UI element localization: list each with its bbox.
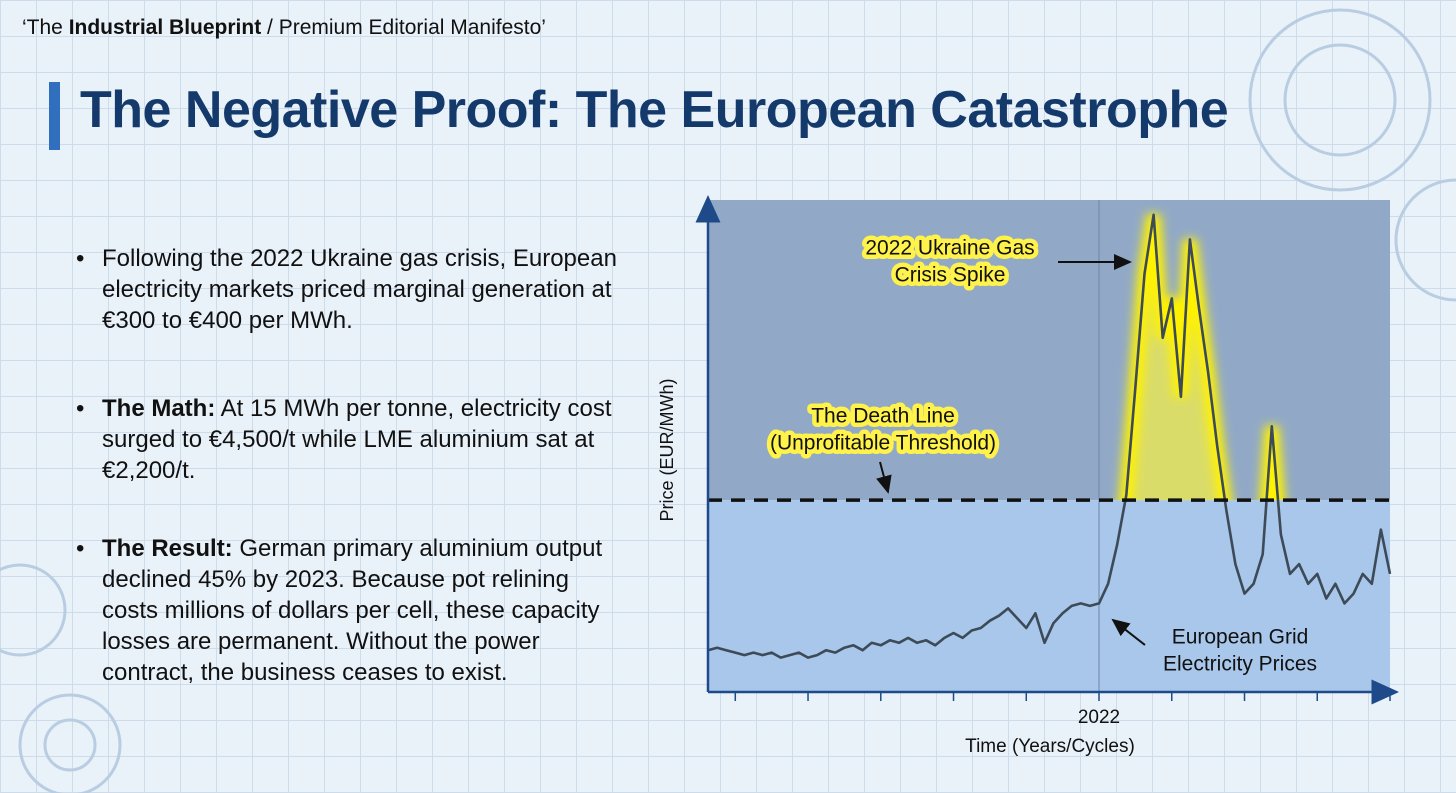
x-axis-label: Time (Years/Cycles) (965, 736, 1135, 757)
title: The Negative Proof: The European Catastr… (80, 81, 1229, 139)
annotation: 2022 Ukraine Gas (865, 237, 1034, 260)
header-bold: Industrial Blueprint (68, 16, 262, 39)
bullet-lead: The Result: (102, 535, 233, 562)
bullet-text: At 15 MWh per tonne, electricity cost su… (102, 395, 612, 484)
y-axis-label: Price (EUR/MWh) (657, 379, 677, 522)
annotation: Electricity Prices (1163, 653, 1317, 676)
plot-lower (708, 500, 1390, 692)
bullet-text: German primary aluminium output declined… (102, 535, 603, 686)
price-line (707, 213, 1392, 659)
header-text: ‘The (22, 16, 69, 39)
bullet-lead: The Math: (102, 395, 216, 422)
plot-upper (708, 200, 1390, 501)
header: ‘The Industrial Blueprint / Premium Edit… (22, 16, 546, 40)
bullet: The Result: German primary aluminium out… (76, 533, 622, 688)
annotation: Crisis Spike (895, 264, 1006, 287)
header-text: / Premium Editorial Manifesto’ (261, 16, 546, 39)
annotation: European Grid (1172, 626, 1309, 649)
annotation-arrow (876, 461, 892, 494)
annotation-arrow (1111, 618, 1146, 646)
annotation: The Death Line (811, 405, 955, 428)
bullet: Following the 2022 Ukraine gas crisis, E… (76, 243, 622, 336)
bullet-text: Following the 2022 Ukraine gas crisis, E… (102, 245, 617, 334)
title-accent (49, 82, 60, 150)
bullet: The Math: At 15 MWh per tonne, electrici… (76, 393, 622, 486)
gear-decoration (0, 8, 1456, 793)
annotation: (Unprofitable Threshold) (770, 432, 996, 455)
x-tick-label: 2022 (1078, 707, 1120, 728)
